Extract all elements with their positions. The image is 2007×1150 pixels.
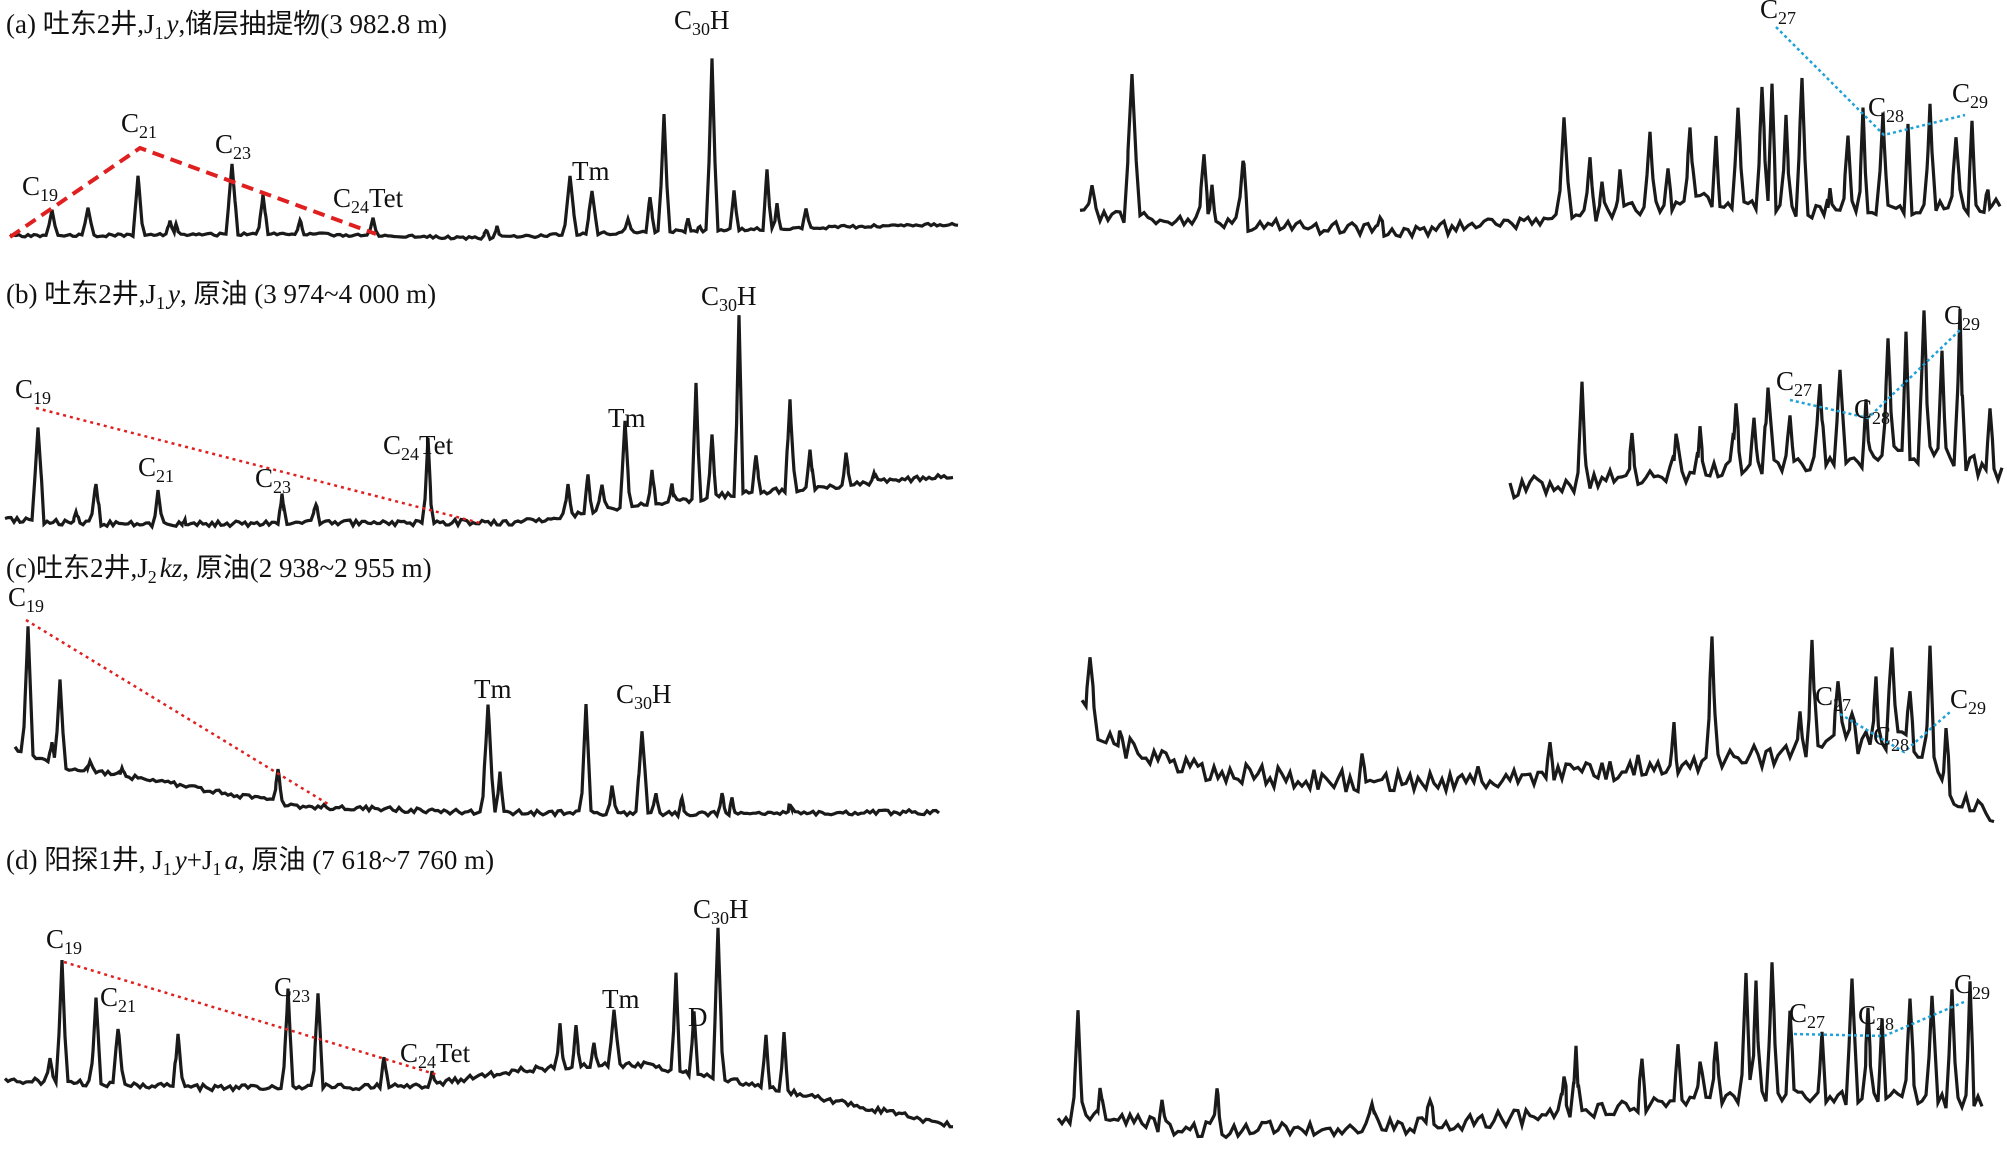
- peak-label-c-c27: C27: [1815, 681, 1851, 715]
- peak-label-d-c27: C27: [1789, 998, 1825, 1032]
- trend-a-sterane: [1775, 26, 1966, 137]
- peak-label-a-c21: C21: [121, 108, 157, 142]
- trend-lines: [8, 26, 1966, 1077]
- peak-label-d-d: D: [688, 1002, 708, 1032]
- peak-label-d-c28: C28: [1858, 1000, 1894, 1034]
- trace-a-terpanes: [9, 58, 959, 242]
- peak-label-a-c27: C27: [1760, 0, 1796, 28]
- peak-label-b-c24tet: C24Tet: [383, 430, 454, 464]
- peak-label-d-c24tet: C24Tet: [400, 1038, 471, 1072]
- peak-label-c-c28: C28: [1873, 721, 1909, 755]
- peak-label-d-c29: C29: [1954, 969, 1990, 1003]
- peak-label-a-c29: C29: [1952, 78, 1988, 112]
- peak-label-a-c24tet: C24Tet: [333, 183, 404, 217]
- peak-label-a-c19: C19: [22, 171, 58, 205]
- trace-c-steranes: [1080, 636, 1995, 824]
- trend-b-sterane: [1789, 329, 1961, 420]
- peak-labels: C19 C21 C23 C24Tet Tm C30H C27 C28 C29 C19 C21 C23 C…: [8, 0, 1990, 1072]
- peak-label-a-c28: C28: [1868, 92, 1904, 126]
- peak-label-c-c19: C19: [8, 582, 44, 616]
- trace-d-steranes: [1056, 962, 1984, 1140]
- trace-b-steranes: [1508, 308, 2004, 501]
- peak-label-b-c21: C21: [138, 452, 174, 486]
- panel-title-a: (a) 吐东2井,J1 y,储层抽提物(3 982.8 m): [6, 9, 447, 43]
- peak-label-d-tm: Tm: [602, 984, 640, 1014]
- peak-label-c-c30h: C30H: [616, 679, 672, 713]
- peak-label-c-c29: C29: [1950, 684, 1986, 718]
- peak-label-d-c21: C21: [100, 982, 136, 1016]
- peak-label-a-tm: Tm: [572, 156, 610, 186]
- trace-d-terpanes: [3, 927, 954, 1129]
- panel-title-c: (c)吐东2井,J2 kz, 原油(2 938~2 955 m): [6, 553, 432, 587]
- trend-d-sterane: [1793, 1000, 1965, 1038]
- trace-b-terpanes: [4, 315, 954, 531]
- trace-c-terpanes: [13, 626, 941, 820]
- panel-titles: (a) 吐东2井,J1 y,储层抽提物(3 982.8 m) (b) 吐东2井,J1…: [6, 9, 494, 879]
- peak-label-b-c29: C29: [1944, 300, 1980, 334]
- peak-label-b-c19: C19: [15, 374, 51, 408]
- chromatogram-traces: [3, 58, 2004, 1140]
- trend-a-tricyclic: [8, 145, 377, 239]
- trace-a-steranes: [1079, 74, 2002, 241]
- panel-title-d: (d) 阳探1井, J1 y+J1 a, 原油 (7 618~7 760 m): [6, 845, 494, 879]
- peak-label-a-c23: C23: [215, 129, 251, 163]
- panel-title-b: (b) 吐东2井,J1 y, 原油 (3 974~4 000 m): [6, 279, 436, 313]
- peak-label-d-c30h: C30H: [693, 894, 749, 928]
- peak-label-b-c30h: C30H: [701, 281, 757, 315]
- peak-label-b-c23: C23: [255, 463, 291, 497]
- trend-c-tricyclic: [25, 618, 329, 806]
- peak-label-b-tm: Tm: [608, 403, 646, 433]
- peak-label-b-c28: C28: [1854, 394, 1890, 428]
- peak-label-a-c30h: C30H: [674, 5, 730, 39]
- peak-label-b-c27: C27: [1776, 366, 1812, 400]
- trend-d-tricyclic: [63, 960, 439, 1077]
- peak-label-c-tm: Tm: [474, 674, 512, 704]
- peak-label-d-c19: C19: [46, 924, 82, 958]
- trend-c-sterane: [1839, 711, 1951, 754]
- peak-label-d-c23: C23: [274, 972, 310, 1006]
